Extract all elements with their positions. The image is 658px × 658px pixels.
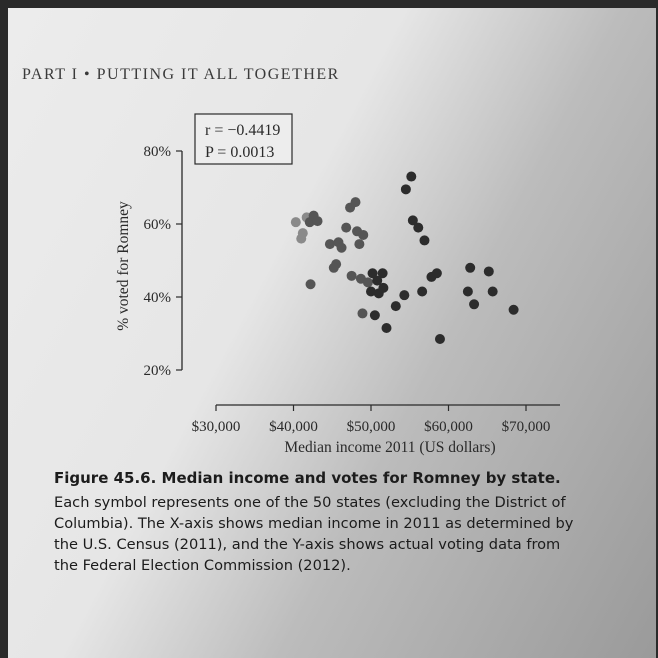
scatter-point [407,215,418,226]
stats-p-value: P = 0.0013 [205,144,274,161]
scatter-point [372,275,383,286]
scatter-point [328,262,339,273]
scatter-point [406,171,417,182]
scatter-point [462,286,473,297]
scatter-point [390,301,401,312]
y-tick-label: 20% [144,363,172,379]
scatter-point [357,308,368,319]
scatter-point [419,235,430,246]
scatter-point [290,217,301,228]
caption-line: the U.S. Census (2011), and the Y-axis s… [54,536,561,553]
plot-area: 20% 40% 60% 80% $30,000 $40,000 $50,000 $60,00… [144,144,560,435]
scatter-point [341,222,352,233]
x-tick-label: $40,000 [269,419,318,435]
scatter-point [417,286,428,297]
scatter-point [378,282,389,293]
x-ticks: $30,000 $40,000 $50,000 $60,000 $70,000 [192,405,551,435]
scatter-point [312,216,323,227]
scatter-point [358,229,369,240]
x-tick-label: $30,000 [192,419,241,435]
scatter-point [296,233,307,244]
scatter-point [487,286,498,297]
running-head: PART I • PUTTING IT ALL TOGETHER [22,66,340,83]
scatter-point [413,222,424,233]
scatter-point [305,279,316,290]
scatter-point [346,270,357,281]
stats-box: r = −0.4419 P = 0.0013 [194,113,293,165]
scatter-point [366,286,376,297]
scatter-chart: 20% 40% 60% 80% $30,000 $40,000 $50,000 $60,00… [115,113,560,456]
scatter-point [369,310,380,321]
scatter-point [367,268,378,279]
book-page: PART I • PUTTING IT ALL TOGETHER 20% 40% 6… [8,8,656,658]
scatter-point [400,184,411,195]
scatter-point [465,262,476,273]
x-tick-label: $60,000 [424,419,473,435]
y-tick-label: 60% [144,217,172,233]
y-tick-label: 80% [144,144,172,160]
scatter-point [336,242,347,253]
figure-caption-body: Each symbol represents one of the 50 sta… [54,492,624,576]
scatter-point [377,268,388,279]
data-points [290,171,519,344]
scatter-point [399,290,410,301]
caption-line: the Federal Election Commission (2012). [54,557,351,574]
y-axis-label: % voted for Romney [115,201,132,331]
stats-box-frame [194,113,293,165]
scatter-point [324,239,335,250]
y-ticks: 20% 40% 60% 80% [144,144,182,379]
scatter-point [508,304,519,315]
stats-r-value: r = −0.4419 [205,122,280,139]
figure-caption-title: Figure 45.6. Median income and votes for… [54,469,561,487]
scatter-point [362,277,373,288]
caption-line: Columbia). The X-axis shows median incom… [54,515,574,532]
x-tick-label: $50,000 [347,419,396,435]
x-tick-label: $70,000 [502,419,551,435]
scatter-point [381,323,392,334]
scatter-point [434,333,445,344]
scatter-point [354,239,365,250]
y-tick-label: 40% [144,290,172,306]
scatter-point [483,266,494,277]
caption-line: Each symbol represents one of the 50 sta… [54,494,566,511]
x-axis-label: Median income 2011 (US dollars) [284,439,495,456]
scatter-point [431,268,442,279]
scatter-point [469,299,480,310]
scatter-point [350,197,361,208]
